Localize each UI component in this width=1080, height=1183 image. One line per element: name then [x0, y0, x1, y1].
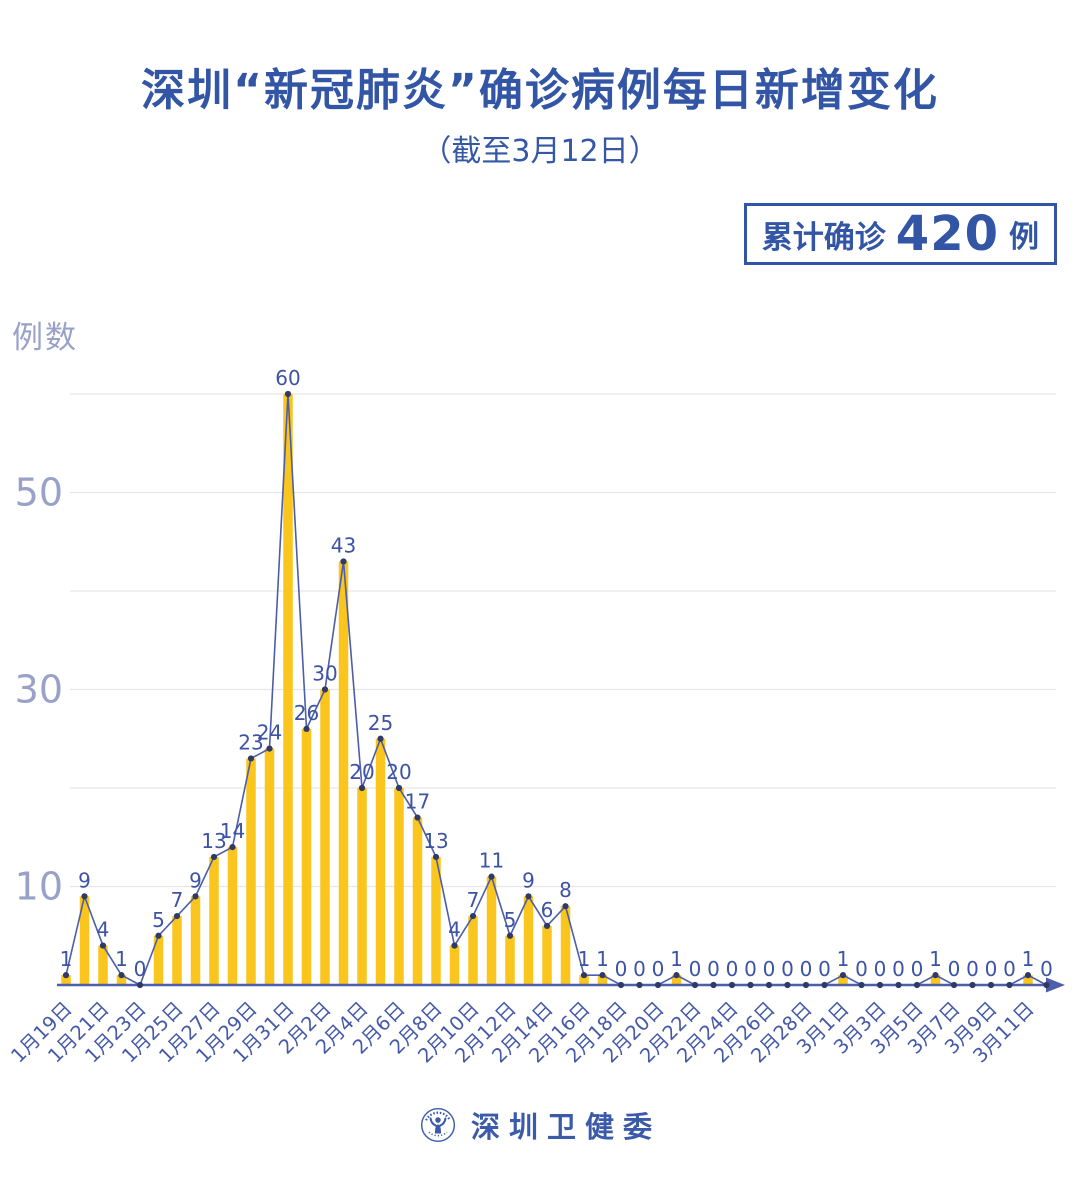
svg-text:0: 0: [874, 957, 887, 981]
svg-text:1: 1: [1022, 947, 1035, 971]
gridlines: [70, 393, 1056, 888]
svg-text:25: 25: [368, 711, 393, 735]
svg-text:0: 0: [615, 957, 628, 981]
svg-text:0: 0: [892, 957, 905, 981]
svg-text:11: 11: [479, 849, 504, 873]
svg-text:0: 0: [911, 957, 924, 981]
page-title: 深圳“新冠肺炎”确诊病例每日新增变化: [141, 65, 939, 116]
svg-text:0: 0: [800, 957, 813, 981]
badge-label: 累计确诊: [761, 219, 886, 256]
svg-text:8: 8: [559, 878, 572, 902]
svg-text:0: 0: [855, 957, 868, 981]
footer: 深圳卫健委: [0, 1104, 1080, 1146]
svg-text:0: 0: [818, 957, 831, 981]
svg-text:5: 5: [152, 908, 165, 932]
svg-text:43: 43: [331, 533, 356, 557]
svg-text:1: 1: [837, 947, 850, 971]
svg-text:1: 1: [578, 947, 591, 971]
svg-text:0: 0: [763, 957, 776, 981]
svg-text:1: 1: [60, 947, 73, 971]
svg-text:10: 10: [15, 865, 63, 909]
x-axis-arrow-icon: [1046, 977, 1065, 993]
svg-text:0: 0: [985, 957, 998, 981]
svg-text:20: 20: [349, 760, 374, 784]
svg-text:17: 17: [405, 790, 430, 814]
footer-org-name: 深圳卫健委: [470, 1110, 661, 1144]
svg-text:20: 20: [386, 760, 411, 784]
svg-text:4: 4: [448, 918, 461, 942]
svg-text:0: 0: [726, 957, 739, 981]
svg-text:0: 0: [689, 957, 702, 981]
shenzhen-health-commission-logo-icon: [419, 1106, 457, 1144]
svg-text:13: 13: [423, 829, 448, 853]
svg-text:1: 1: [670, 947, 683, 971]
svg-text:9: 9: [189, 868, 202, 892]
y-axis-title: 例数: [12, 320, 78, 356]
svg-text:0: 0: [966, 957, 979, 981]
svg-text:0: 0: [1040, 957, 1053, 981]
svg-text:0: 0: [1003, 957, 1016, 981]
svg-text:50: 50: [15, 471, 63, 515]
y-tick-labels: 10 30 50: [15, 471, 63, 909]
svg-text:4: 4: [97, 918, 110, 942]
svg-text:14: 14: [220, 819, 245, 843]
svg-text:7: 7: [467, 888, 480, 912]
svg-text:6: 6: [541, 898, 554, 922]
svg-text:1: 1: [929, 947, 942, 971]
svg-text:9: 9: [522, 868, 535, 892]
bars: [61, 394, 1033, 985]
svg-text:0: 0: [652, 957, 665, 981]
svg-text:23: 23: [238, 730, 263, 754]
badge-value: 420: [895, 206, 999, 262]
svg-text:9: 9: [78, 868, 91, 892]
svg-text:0: 0: [707, 957, 720, 981]
svg-text:0: 0: [781, 957, 794, 981]
svg-text:26: 26: [294, 701, 319, 725]
svg-text:0: 0: [948, 957, 961, 981]
page-subtitle: （截至3月12日）: [421, 134, 659, 169]
total-confirmed-badge: 累计确诊 420 例: [743, 203, 1057, 265]
svg-text:30: 30: [312, 662, 337, 686]
x-tick-labels: 1月19日1月21日1月23日1月25日1月27日1月29日1月31日2月2日2…: [6, 997, 1038, 1067]
svg-text:13: 13: [201, 829, 226, 853]
svg-text:24: 24: [257, 721, 282, 745]
badge-unit: 例: [1009, 220, 1039, 255]
svg-text:1: 1: [596, 947, 609, 971]
data-point-markers: [62, 390, 1050, 989]
svg-text:0: 0: [744, 957, 757, 981]
svg-text:30: 30: [15, 668, 63, 712]
svg-text:5: 5: [504, 908, 517, 932]
svg-text:0: 0: [134, 957, 147, 981]
svg-text:0: 0: [633, 957, 646, 981]
svg-text:7: 7: [171, 888, 184, 912]
svg-text:1: 1: [115, 947, 128, 971]
svg-text:60: 60: [275, 366, 300, 390]
